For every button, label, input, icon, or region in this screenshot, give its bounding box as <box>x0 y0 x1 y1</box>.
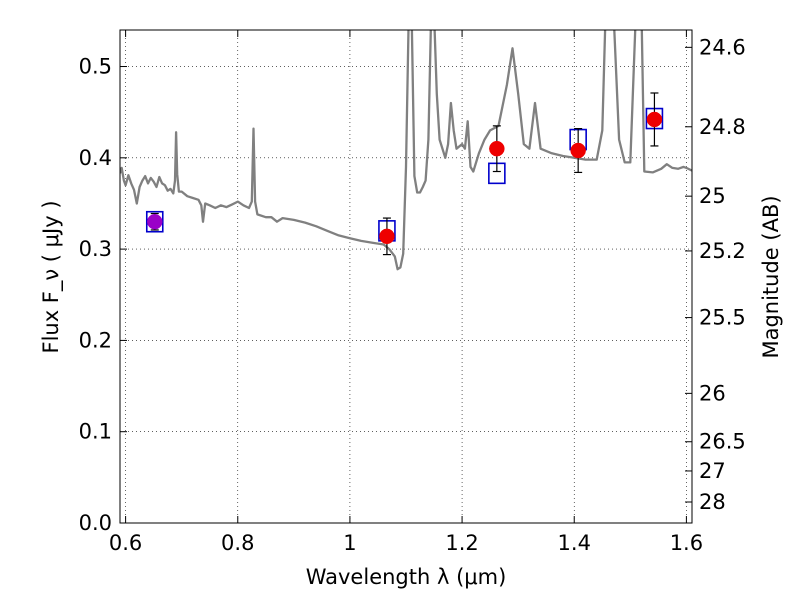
x-tick-label: 1.6 <box>670 531 703 555</box>
observed-point <box>646 111 663 128</box>
right-tick-label: 24.8 <box>699 115 746 139</box>
right-axis-label: Magnitude (AB) <box>759 195 783 358</box>
x-tick-label: 0.6 <box>109 531 142 555</box>
y-tick-label: 0.5 <box>79 55 112 79</box>
observed-point <box>379 228 395 245</box>
observed-point <box>489 140 505 157</box>
x-tick-label: 0.8 <box>221 531 254 555</box>
x-tick-label: 1.2 <box>445 531 478 555</box>
plot-frame <box>119 29 693 524</box>
x-tick-label: 1 <box>343 531 356 555</box>
x-axis-label: Wavelength λ (μm) <box>306 565 507 589</box>
y-tick-label: 0.3 <box>79 237 112 261</box>
right-tick-label: 25.2 <box>699 239 746 263</box>
right-tick-label: 27 <box>699 459 726 483</box>
right-tick-label: 25 <box>699 184 726 208</box>
y-tick-label: 0.4 <box>79 146 112 170</box>
marker-layer <box>145 92 664 256</box>
y-tick-label: 0.0 <box>79 511 112 535</box>
right-tick-label: 26 <box>699 381 726 405</box>
y-tick-label: 0.1 <box>79 420 112 444</box>
y-tick-label: 0.2 <box>79 328 112 352</box>
y-axis-label: Flux F_ν ( μJy ) <box>39 200 64 353</box>
observed-point <box>147 213 163 230</box>
axis-ticks: 0.6 0.8 1 1.2 1.4 1.6 0.0 0.1 0.2 0.3 0.4 0.5 24.6 24… <box>79 30 746 555</box>
right-tick-label: 25.5 <box>699 306 746 330</box>
right-tick-label: 26.5 <box>699 430 746 454</box>
model-photometry-square <box>145 210 164 233</box>
right-tick-label: 28 <box>699 490 726 514</box>
x-tick-label: 1.4 <box>558 531 591 555</box>
right-tick-label: 24.6 <box>699 35 746 59</box>
observed-point <box>570 142 586 159</box>
